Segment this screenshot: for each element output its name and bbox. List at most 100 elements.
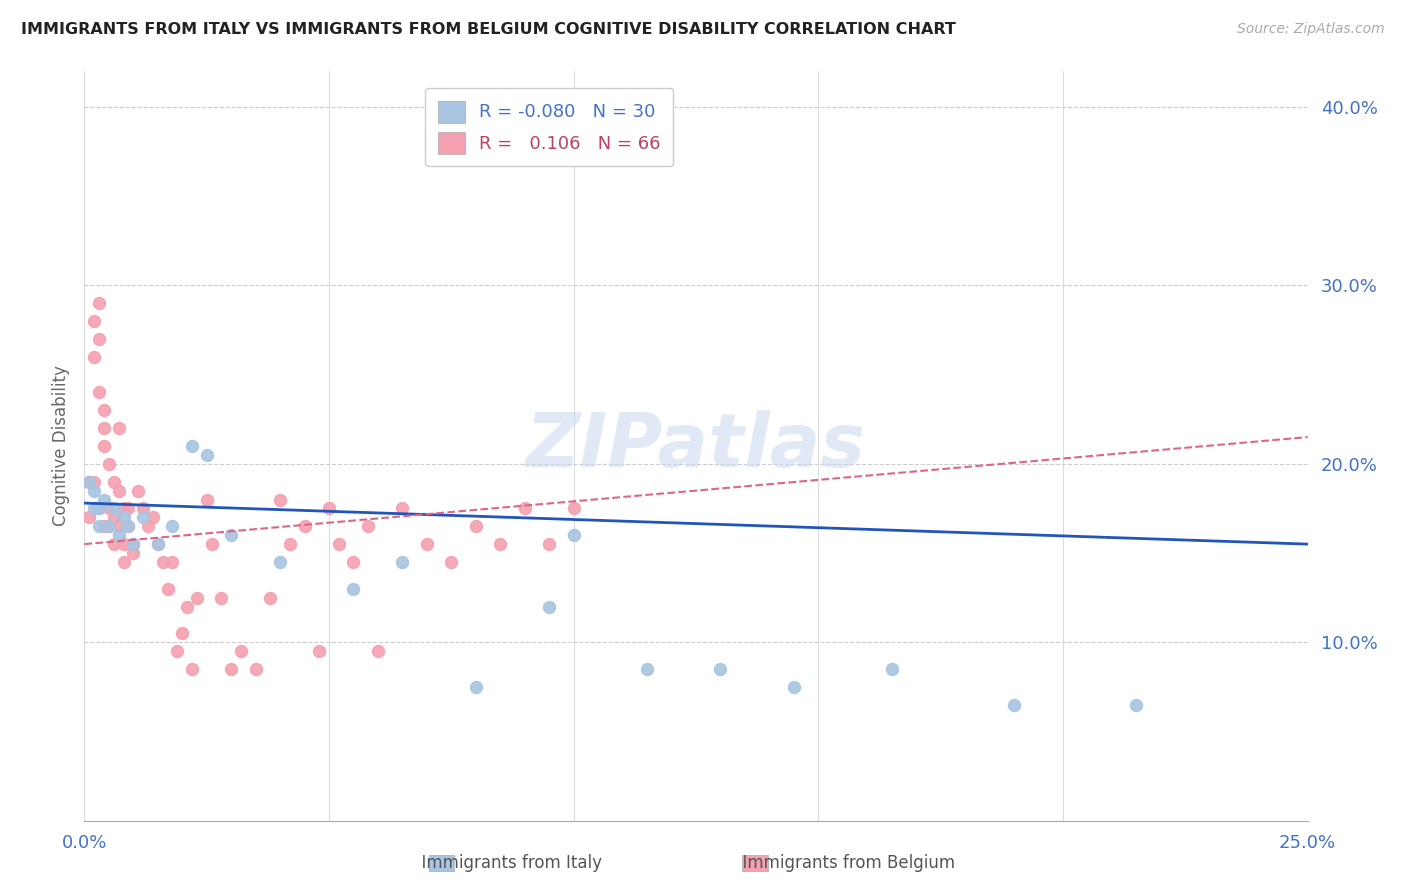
Point (1125, 698, 1147, 712)
Text: Source: ZipAtlas.com: Source: ZipAtlas.com (1237, 22, 1385, 37)
Point (77, 475, 100, 489)
Point (186, 591, 208, 605)
Point (636, 662, 658, 676)
Point (93, 421, 115, 435)
Point (269, 555, 291, 569)
Point (357, 519, 380, 533)
Point (93, 403, 115, 417)
Point (172, 626, 194, 640)
Point (93, 492, 115, 507)
Point (513, 501, 536, 516)
Point (122, 537, 145, 551)
FancyBboxPatch shape (429, 855, 454, 871)
Point (127, 483, 149, 498)
Point (77, 510, 100, 524)
Point (538, 537, 561, 551)
Point (77, 475, 100, 489)
Point (117, 501, 139, 516)
Point (440, 555, 463, 569)
Point (93, 439, 115, 453)
Point (880, 662, 903, 676)
Point (112, 555, 135, 569)
Point (219, 528, 242, 542)
Point (1002, 698, 1025, 712)
Point (132, 501, 155, 516)
Point (156, 582, 179, 596)
Point (97, 501, 120, 516)
Point (416, 537, 439, 551)
Point (103, 501, 125, 516)
Point (146, 537, 169, 551)
Point (132, 510, 155, 524)
Text: IMMIGRANTS FROM ITALY VS IMMIGRANTS FROM BELGIUM COGNITIVE DISABILITY CORRELATIO: IMMIGRANTS FROM ITALY VS IMMIGRANTS FROM… (21, 22, 956, 37)
Y-axis label: Cognitive Disability: Cognitive Disability (52, 366, 70, 526)
Point (278, 537, 301, 551)
Point (136, 519, 159, 533)
Point (87, 332, 110, 346)
Point (93, 519, 115, 533)
Point (87, 385, 110, 400)
Point (342, 555, 364, 569)
Point (783, 680, 806, 694)
Point (83, 475, 105, 489)
Point (112, 537, 135, 551)
Point (219, 662, 242, 676)
Point (269, 492, 291, 507)
Point (103, 537, 125, 551)
Point (209, 591, 232, 605)
Point (195, 448, 218, 462)
Point (464, 680, 486, 694)
Point (107, 421, 129, 435)
Point (103, 475, 125, 489)
Point (176, 599, 198, 614)
Point (181, 439, 204, 453)
Point (107, 528, 129, 542)
Point (562, 528, 585, 542)
Point (259, 591, 281, 605)
Text: Immigrants from Italy: Immigrants from Italy (411, 855, 602, 872)
Point (142, 510, 165, 524)
Point (342, 582, 364, 596)
Point (107, 483, 129, 498)
Point (538, 599, 561, 614)
Point (83, 483, 105, 498)
Point (112, 510, 135, 524)
Point (181, 662, 204, 676)
Point (117, 519, 139, 533)
Point (97, 519, 120, 533)
Point (294, 519, 316, 533)
Point (83, 314, 105, 328)
Text: Immigrants from Belgium: Immigrants from Belgium (733, 855, 955, 872)
Point (562, 501, 585, 516)
Point (103, 510, 125, 524)
Point (162, 519, 184, 533)
Point (245, 662, 267, 676)
Point (83, 501, 105, 516)
Point (391, 555, 413, 569)
Point (391, 501, 413, 516)
Point (308, 644, 330, 658)
FancyBboxPatch shape (742, 855, 768, 871)
Point (162, 555, 184, 569)
Point (97, 519, 120, 533)
Point (87, 296, 110, 310)
Point (87, 501, 110, 516)
Point (83, 350, 105, 364)
Point (489, 537, 512, 551)
Point (709, 662, 731, 676)
Point (464, 519, 486, 533)
Point (97, 457, 120, 471)
Point (107, 519, 129, 533)
Point (229, 644, 252, 658)
Point (146, 537, 169, 551)
Point (117, 519, 139, 533)
Point (122, 546, 145, 560)
Point (122, 537, 145, 551)
Point (318, 501, 340, 516)
Text: ZIPatlas: ZIPatlas (526, 409, 866, 483)
Point (328, 537, 350, 551)
Legend: R = -0.080   N = 30, R =   0.106   N = 66: R = -0.080 N = 30, R = 0.106 N = 66 (425, 88, 673, 166)
Point (195, 492, 218, 507)
Point (367, 644, 389, 658)
Point (87, 519, 110, 533)
